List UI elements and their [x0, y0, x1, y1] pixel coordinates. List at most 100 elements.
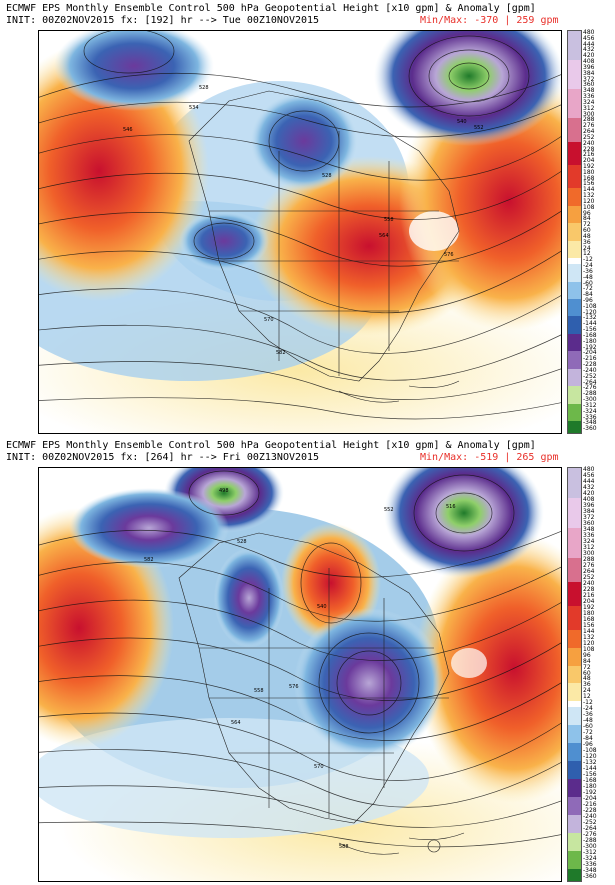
colorbar-segment [568, 485, 581, 493]
colorbar-tick-label: -252 [583, 372, 597, 380]
colorbar-tick-label: -96 [583, 741, 593, 749]
colorbar-segment [568, 509, 581, 517]
colorbar-tick-label: 120 [583, 197, 595, 205]
colorbar-segment [568, 623, 581, 631]
colorbar-segment [568, 725, 581, 732]
colorbar-segment [568, 357, 581, 364]
colorbar-tick-label: 240 [583, 139, 595, 147]
colorbar-tick-label: 120 [583, 639, 595, 647]
contour-label: 570 [314, 764, 324, 770]
colorbar-tick-label: -120 [583, 308, 597, 316]
colorbar-tick-label: -60 [583, 723, 593, 731]
max-value: 265 [516, 452, 535, 463]
colorbar-tick-label: 96 [583, 209, 591, 217]
colorbar-segment [568, 839, 581, 846]
anomaly-field: 528 534 546 552 528 558 570 582 564 576 … [39, 31, 561, 433]
colorbar-tick-label: -24 [583, 705, 593, 713]
anomaly-map: 498 516 552 582 558 564 576 588 528 540 … [38, 467, 562, 882]
colorbar-segment [568, 159, 581, 166]
colorbar-tick-label: 36 [583, 238, 591, 246]
colorbar-segment [568, 863, 581, 870]
colorbar-segment [568, 611, 581, 619]
colorbar-segment [568, 479, 581, 487]
colorbar-segment [568, 833, 581, 840]
colorbar-segment [568, 36, 581, 44]
colorbar-segment [568, 398, 581, 405]
colorbar-tick-label: -300 [583, 843, 597, 851]
colorbar-segment [568, 339, 581, 347]
colorbar-tick-label: -84 [583, 291, 593, 299]
colorbar-tick-label: -192 [583, 343, 597, 351]
colorbar-tick-label: 108 [583, 203, 595, 211]
colorbar-tick-label: 396 [583, 501, 595, 509]
colorbar-segment [568, 869, 581, 876]
colorbar-segment [568, 199, 581, 207]
colorbar-segment [568, 557, 581, 565]
colorbar-tick-label: -216 [583, 801, 597, 809]
colorbar-tick-label: -168 [583, 331, 597, 339]
init-line: INIT: 00Z02NOV2015 fx: [264] hr --> Fri … [6, 452, 320, 463]
colorbar-tick-label: 396 [583, 63, 595, 71]
colorbar-tick-label: -72 [583, 285, 593, 293]
contour-label: 570 [264, 317, 274, 323]
colorbar-tick-label: -132 [583, 759, 597, 767]
colorbar-tick-label: -84 [583, 735, 593, 743]
colorbar-tick-label: 348 [583, 525, 595, 533]
colorbar-segment [568, 409, 581, 416]
colorbar-segment [568, 304, 581, 312]
minmax-label: Min/Max: [420, 452, 469, 463]
colorbar-tick-label: 432 [583, 46, 595, 54]
contour-label: 528 [322, 173, 332, 179]
colorbar-tick-label: 228 [583, 585, 595, 593]
colorbar-tick-label: -252 [583, 819, 597, 827]
colorbar-tick-label: 300 [583, 110, 595, 118]
colorbar-segment [568, 719, 581, 726]
colorbar-tick-label: 216 [583, 591, 595, 599]
colorbar-tick-label: 324 [583, 537, 595, 545]
colorbar-tick-label: -120 [583, 753, 597, 761]
colorbar-tick-label: -192 [583, 789, 597, 797]
contour-label: 582 [276, 350, 286, 356]
contour-labels: 528 534 546 552 528 558 570 582 564 576 … [123, 85, 484, 356]
colorbar-segment [568, 77, 581, 84]
colorbar-tick-label: -276 [583, 384, 597, 392]
colorbar-tick-label: 168 [583, 615, 595, 623]
colorbar-tick-label: 432 [583, 483, 595, 491]
colorbar-tick-label: 408 [583, 58, 595, 66]
colorbar-segment [568, 188, 581, 195]
colorbar-tick-label: 384 [583, 69, 595, 77]
colorbar-segment [568, 737, 581, 744]
colorbar-segment [568, 275, 581, 282]
colorbar-tick-label: -132 [583, 314, 597, 322]
colorbar-segment [568, 351, 581, 358]
colorbar-segment [568, 677, 581, 684]
colorbar-tick-label: -360 [583, 425, 597, 433]
colorbar-tick-label: 12 [583, 693, 591, 701]
colorbar-tick-label: 456 [583, 34, 595, 42]
anomaly-map: 528 534 546 552 528 558 570 582 564 576 … [38, 30, 562, 434]
colorbar-tick-label: 144 [583, 627, 595, 635]
min-value: -370 [474, 15, 499, 26]
min-value: -519 [474, 452, 499, 463]
colorbar-segment [568, 316, 581, 323]
colorbar-tick-label: -144 [583, 320, 597, 328]
panel-title: ECMWF EPS Monthly Ensemble Control 500 h… [6, 440, 536, 451]
minmax-readout: Min/Max: -519 | 265 gpm [420, 452, 559, 463]
colorbar-tick-label: 336 [583, 531, 595, 539]
colorbar-segment [568, 689, 581, 696]
colorbar-segment [568, 223, 581, 230]
forecast-panel-264h: ECMWF EPS Monthly Ensemble Control 500 h… [0, 440, 615, 885]
colorbar-segment [568, 635, 581, 643]
colorbar-tick-label: -108 [583, 302, 597, 310]
colorbar-tick-label: 288 [583, 116, 595, 124]
colorbar-segment [568, 503, 581, 511]
colorbar-segment [568, 545, 581, 553]
colorbar-segment [568, 374, 581, 382]
minmax-readout: Min/Max: -370 | 259 gpm [420, 15, 559, 26]
colorbar-tick-label: 132 [583, 192, 595, 200]
colorbar-tick-label: -336 [583, 413, 597, 421]
colorbar-tick-label: 216 [583, 151, 595, 159]
colorbar-segment [568, 345, 581, 352]
colorbar-tick-label: -240 [583, 366, 597, 374]
colorbar-segment [568, 403, 581, 411]
